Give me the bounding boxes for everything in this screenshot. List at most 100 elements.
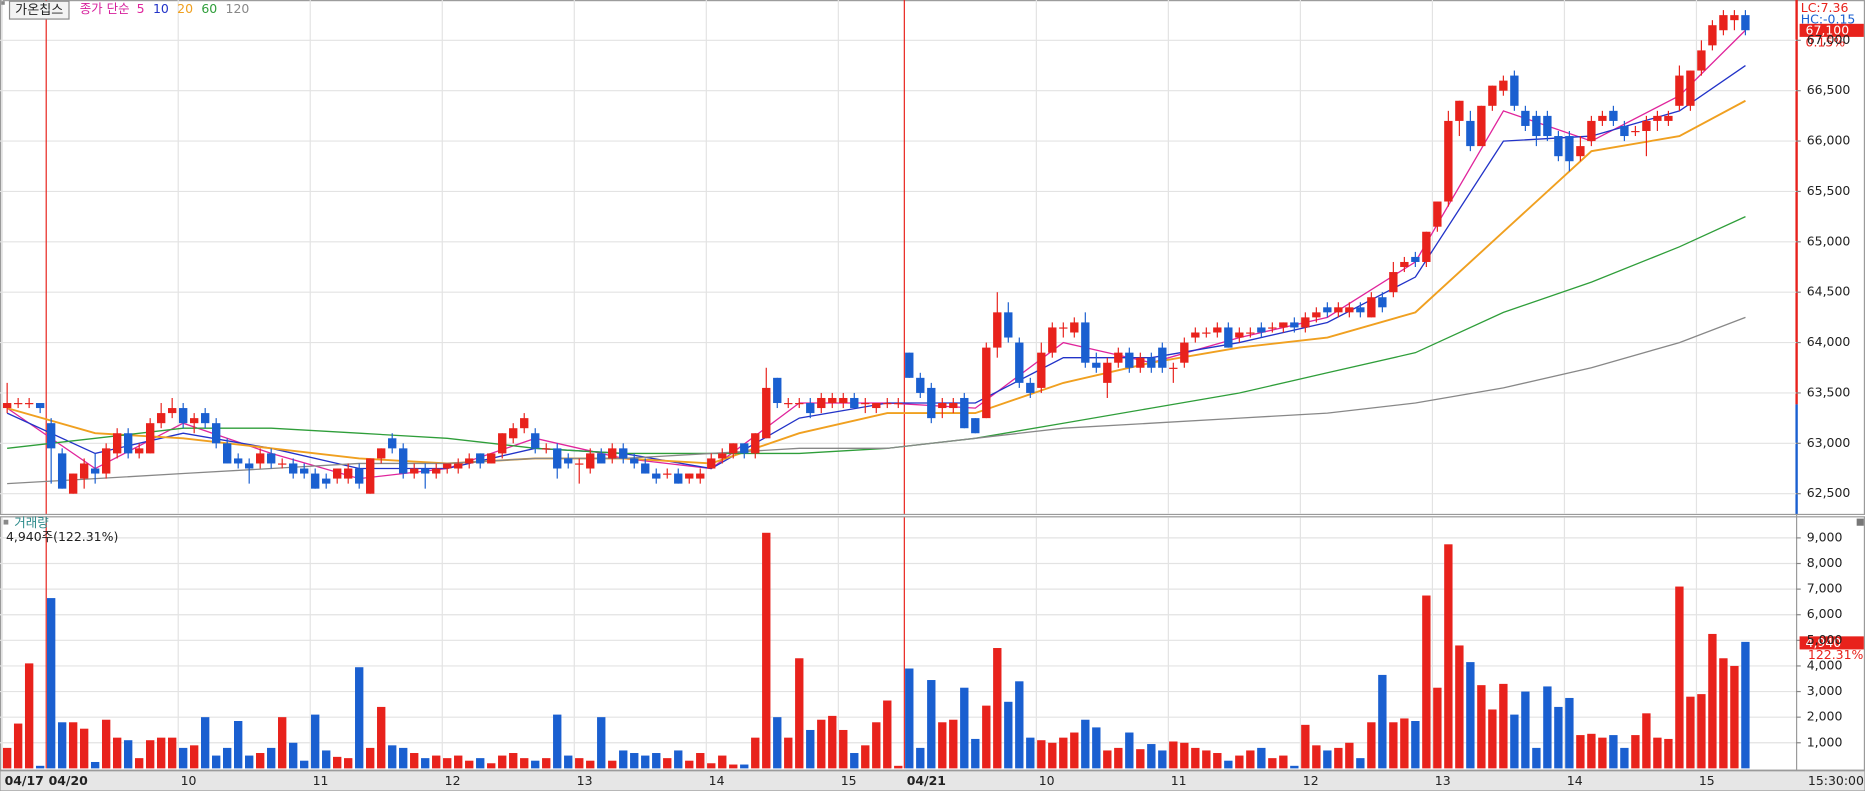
volume-bar xyxy=(773,717,782,769)
x-tick-label: 04/20 xyxy=(49,773,89,788)
candle-body xyxy=(388,438,397,449)
candle-body xyxy=(1301,317,1310,328)
candle-body xyxy=(828,397,837,404)
volume-layer xyxy=(2,532,1750,769)
candle-body xyxy=(1158,347,1167,368)
candle-body xyxy=(740,443,749,454)
volume-bar xyxy=(762,532,771,769)
y-tick-label: 2,000 xyxy=(1807,709,1843,724)
volume-bar xyxy=(1257,747,1266,769)
candle-body xyxy=(1565,136,1574,162)
candle-body xyxy=(982,347,991,419)
candle-body xyxy=(90,468,100,474)
candle-body xyxy=(762,387,771,439)
volume-bar xyxy=(476,758,485,769)
volume-bar xyxy=(531,760,540,769)
volume-bar xyxy=(90,761,100,769)
candle-body xyxy=(1587,120,1596,142)
candle-body xyxy=(1323,307,1332,313)
candle-body xyxy=(487,453,496,464)
legend-entry: 60 xyxy=(201,1,217,16)
volume-bar xyxy=(145,740,155,769)
candle-body xyxy=(817,397,826,409)
volume-bar xyxy=(189,745,199,769)
volume-bar xyxy=(1444,544,1453,769)
candle-body xyxy=(1202,332,1211,334)
volume-bar xyxy=(167,737,177,769)
candle-body xyxy=(223,443,232,464)
symbol-button[interactable] xyxy=(8,0,70,20)
volume-bar xyxy=(1653,737,1662,769)
volume-bar xyxy=(575,758,584,769)
volume-bar xyxy=(377,706,386,769)
volume-bar xyxy=(289,742,298,769)
candle-body xyxy=(24,403,34,405)
volume-bar xyxy=(839,729,848,769)
candle-body xyxy=(333,468,342,479)
volume-bar xyxy=(553,714,562,769)
volume-bar xyxy=(1059,737,1068,769)
volume-bar xyxy=(1455,645,1464,769)
candle-body xyxy=(278,463,287,465)
volume-bar xyxy=(311,714,320,769)
volume-bar xyxy=(1147,744,1156,769)
candle-body xyxy=(1620,125,1629,137)
volume-bar xyxy=(344,758,353,769)
volume-bar xyxy=(1686,696,1695,769)
volume-bar xyxy=(432,755,441,769)
volume-close[interactable] xyxy=(1856,518,1864,526)
candle-body xyxy=(993,312,1002,348)
candle-body xyxy=(575,463,584,465)
volume-bar xyxy=(872,722,881,769)
candle-body xyxy=(1642,120,1651,131)
volume-bar xyxy=(718,755,727,769)
x-tick-label: 13 xyxy=(577,773,593,788)
y-tick-label: 66,500 xyxy=(1807,82,1851,97)
candle-body xyxy=(1477,105,1486,147)
volume-bar xyxy=(1587,733,1596,769)
volume-bar xyxy=(542,758,551,769)
volume-bar xyxy=(630,753,639,769)
moving-average-line xyxy=(7,316,1746,485)
volume-bar xyxy=(960,687,969,769)
candle-body xyxy=(729,443,738,454)
menu-dot xyxy=(1,1,5,5)
volume-bar xyxy=(1345,742,1354,769)
candle-body xyxy=(1059,327,1068,329)
hc-label: HC:-0.15 xyxy=(1801,12,1856,27)
volume-bar xyxy=(79,728,89,769)
volume-bar xyxy=(1092,727,1101,769)
volume-bar xyxy=(1411,721,1420,769)
candle-body xyxy=(1686,70,1695,106)
volume-bar xyxy=(1070,732,1079,769)
candle-body xyxy=(2,403,12,409)
candle-body xyxy=(1378,297,1387,308)
candle-body xyxy=(454,463,463,469)
candle-body xyxy=(322,478,331,484)
volume-bar xyxy=(234,721,243,769)
candle-body xyxy=(234,458,243,464)
candle-body xyxy=(586,453,595,469)
volume-bar xyxy=(949,719,958,769)
volume-bar xyxy=(1378,674,1387,769)
volume-bar xyxy=(1004,701,1013,769)
candle-body xyxy=(1719,15,1728,31)
volume-bar xyxy=(1532,747,1541,769)
candle-body xyxy=(1235,332,1244,338)
y-tick-label: 65,500 xyxy=(1807,183,1851,198)
candle-body xyxy=(1246,332,1255,334)
volume-bar xyxy=(1191,747,1200,769)
volume-bar xyxy=(619,750,628,769)
x-tick-label: 14 xyxy=(1567,773,1583,788)
volume-bar xyxy=(24,663,34,769)
y-tick-label: 7,000 xyxy=(1807,581,1843,596)
candle-body xyxy=(1037,352,1046,388)
volume-bar xyxy=(641,755,650,769)
volume-last-box xyxy=(1799,636,1864,650)
volume-bar xyxy=(1279,755,1288,769)
symbol[interactable]: 가온칩스 xyxy=(15,2,63,18)
x-tick-label: 11 xyxy=(1171,773,1187,788)
candle-body xyxy=(1554,136,1563,157)
volume-bar xyxy=(993,648,1002,769)
candle-body xyxy=(531,433,540,449)
